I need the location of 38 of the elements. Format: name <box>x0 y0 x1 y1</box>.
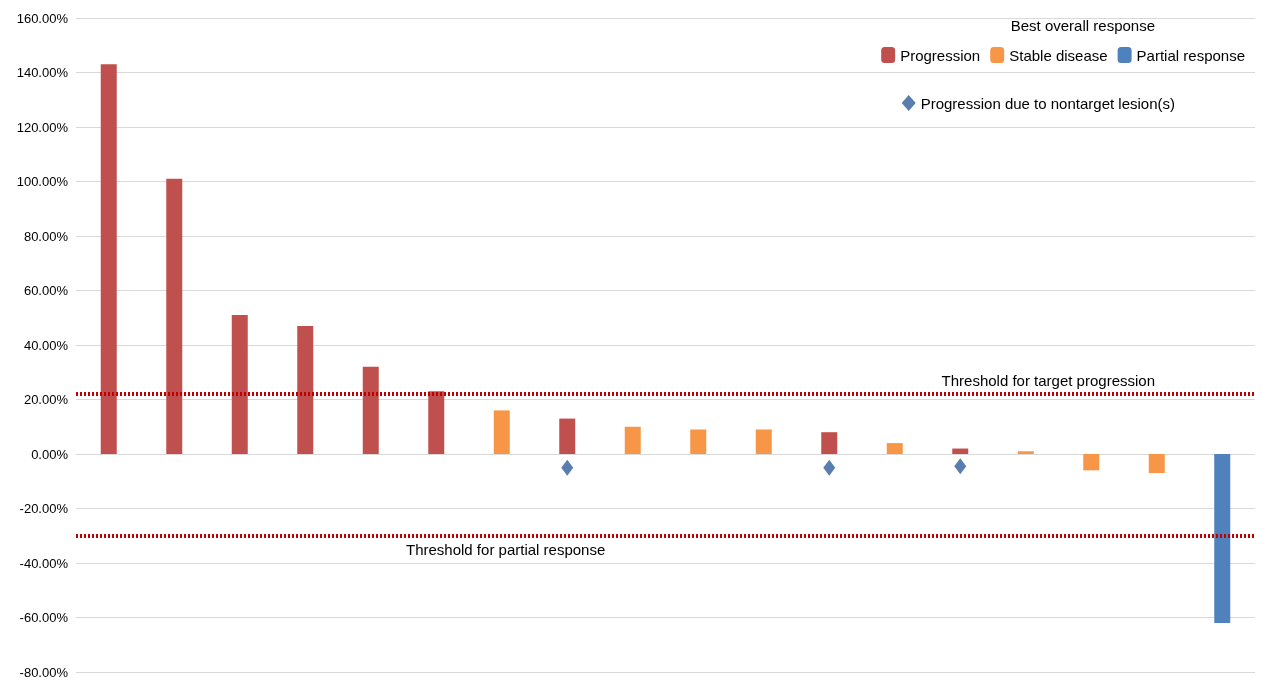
bar <box>886 443 903 454</box>
y-tick-label: 100.00% <box>16 174 69 189</box>
bar <box>231 315 248 454</box>
bar <box>100 64 117 454</box>
bar <box>821 432 838 454</box>
bar <box>362 366 379 454</box>
y-tick-label: -60.00% <box>19 610 69 625</box>
bar <box>1214 454 1231 623</box>
ref-line-label: Threshold for target progression <box>941 372 1155 390</box>
bar <box>493 410 510 454</box>
y-tick-label: 160.00% <box>16 10 69 26</box>
bar <box>1148 454 1165 474</box>
y-tick-label: 60.00% <box>23 283 69 298</box>
y-tick-label: -40.00% <box>19 555 69 571</box>
bar <box>1083 454 1100 471</box>
bar <box>1017 451 1034 454</box>
bar <box>166 178 183 454</box>
legend-label: Partial response <box>1136 46 1246 64</box>
legend-title: Best overall response <box>1010 17 1156 34</box>
y-tick-label: 120.00% <box>16 119 69 135</box>
y-tick-label: 80.00% <box>23 228 69 244</box>
y-tick-label: 20.00% <box>23 392 69 407</box>
bar <box>624 426 641 454</box>
bar <box>297 325 314 454</box>
bar <box>952 448 969 454</box>
y-tick-label: 40.00% <box>23 337 69 353</box>
legend-label: Progression due to nontarget lesion(s) <box>920 94 1175 112</box>
bar <box>690 429 707 454</box>
legend-label: Stable disease <box>1009 46 1108 64</box>
y-tick-label: 0.00% <box>31 446 69 462</box>
y-tick-label: -80.00% <box>19 664 69 680</box>
ref-line-label: Threshold for partial response <box>406 540 606 558</box>
bar <box>428 391 445 454</box>
bar <box>559 418 576 454</box>
legend-label: Progression <box>900 46 981 64</box>
bar <box>755 429 772 454</box>
y-tick-label: 140.00% <box>16 65 69 80</box>
y-tick-label: -20.00% <box>19 501 69 516</box>
